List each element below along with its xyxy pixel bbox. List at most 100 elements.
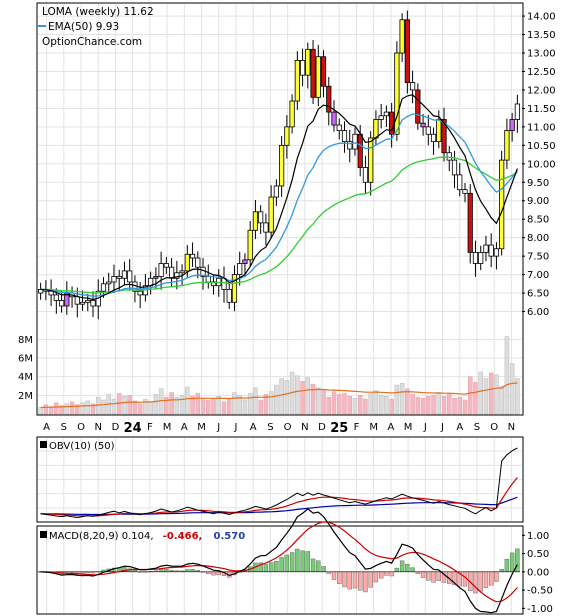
price-tick-label: 9.00: [527, 196, 549, 207]
macd-histogram-bar: [289, 552, 295, 573]
macd-histogram-bar: [342, 571, 347, 588]
month-label: A: [250, 422, 257, 433]
volume-bar: [127, 395, 132, 415]
volume-bar: [258, 399, 263, 415]
macd-histogram-bar: [216, 571, 221, 576]
candle-body: [189, 253, 196, 259]
month-label: O: [77, 422, 85, 433]
month-label: F: [147, 422, 153, 433]
volume-bar: [457, 396, 462, 415]
macd-histogram-bar: [158, 569, 164, 573]
candle-body: [394, 52, 400, 135]
macd-histogram-bar: [358, 571, 363, 591]
candle-body: [493, 248, 500, 257]
obv-label: OBV(10) (50): [49, 441, 115, 452]
month-label: F: [354, 422, 360, 433]
price-tick-label: 11.00: [527, 122, 556, 133]
volume-bar: [216, 396, 221, 415]
candle-body: [74, 296, 80, 305]
volume-bar: [478, 371, 483, 415]
volume-bar: [206, 399, 211, 415]
month-label: J: [423, 422, 427, 433]
candle-body: [106, 281, 112, 285]
candle-body: [268, 196, 274, 233]
volume-bar: [247, 393, 253, 415]
volume-tick-label: 2M: [18, 391, 33, 402]
month-label: N: [301, 422, 308, 433]
volume-bar: [405, 388, 410, 415]
candle-body: [100, 283, 107, 292]
candle-body: [58, 300, 65, 307]
macd-histogram-bar: [431, 571, 436, 583]
volume-bar: [431, 395, 436, 415]
volume-bar: [211, 398, 216, 415]
volume-bar: [101, 399, 106, 415]
volume-bar: [326, 396, 332, 415]
macd-histogram-bar: [394, 567, 400, 573]
candle-body: [467, 192, 473, 253]
macd-histogram-bar: [483, 571, 489, 588]
candle-body: [420, 122, 426, 128]
month-label: O: [490, 422, 498, 433]
volume-bar: [389, 398, 394, 415]
macd-histogram-bar: [478, 571, 483, 592]
month-label: N: [95, 422, 102, 433]
macd-histogram-bar: [373, 571, 379, 583]
candle-body: [247, 229, 253, 261]
macd-histogram-bar: [389, 571, 394, 577]
volume-tick-label: 4M: [18, 372, 33, 383]
candle-body: [504, 130, 510, 161]
macd-histogram-bar: [268, 562, 274, 573]
month-label: A: [181, 422, 188, 433]
price-tick-label: 8.50: [527, 215, 549, 226]
candle-body: [174, 272, 180, 279]
price-tick-label: 10.00: [527, 159, 556, 170]
macd-histogram-bar: [378, 571, 384, 579]
volume-bar: [310, 383, 316, 415]
macd-hist-value: 0.570: [214, 531, 246, 542]
candle-body: [409, 82, 416, 91]
volume-bar: [342, 393, 347, 415]
candle-body: [121, 270, 128, 279]
candle-body: [79, 301, 86, 305]
macd-histogram-bar: [352, 571, 358, 589]
candle-body: [336, 124, 342, 131]
candle-body: [378, 115, 384, 120]
candle-body: [509, 119, 515, 131]
volume-bar: [509, 363, 515, 415]
price-tick-label: 11.50: [527, 104, 556, 115]
price-tick-label: 9.50: [527, 178, 549, 189]
macd-histogram-bar: [473, 571, 478, 594]
month-label: S: [267, 422, 273, 433]
candle-body: [478, 252, 484, 264]
macd-histogram-bar: [399, 560, 405, 573]
volume-bar: [284, 380, 290, 415]
macd-histogram-bar: [300, 550, 305, 573]
volume-bar: [337, 394, 342, 415]
candle-body: [499, 159, 505, 250]
volume-bar: [153, 394, 159, 415]
candle-body: [326, 85, 332, 113]
volume-bar: [48, 406, 54, 415]
month-label: M: [404, 422, 413, 433]
volume-bar: [122, 396, 127, 415]
volume-bar: [384, 396, 389, 415]
candle-body: [472, 252, 479, 264]
candle-body: [514, 103, 520, 120]
month-label: M: [197, 422, 206, 433]
volume-bar: [75, 404, 80, 415]
month-label: J: [440, 422, 444, 433]
candle-body: [436, 119, 442, 143]
volume-bar: [452, 397, 457, 415]
volume-bar: [488, 372, 494, 415]
volume-bar: [331, 391, 337, 415]
candle-body: [153, 276, 159, 279]
macd-tick-label: -0.50: [527, 586, 553, 597]
candle-body: [341, 130, 348, 143]
macd-legend-swatch: [40, 531, 47, 538]
month-label: N: [508, 422, 515, 433]
price-tick-label: 8.00: [527, 233, 549, 244]
macd-histogram-bar: [504, 558, 510, 573]
month-label: D: [112, 422, 120, 433]
candle-body: [383, 111, 390, 117]
